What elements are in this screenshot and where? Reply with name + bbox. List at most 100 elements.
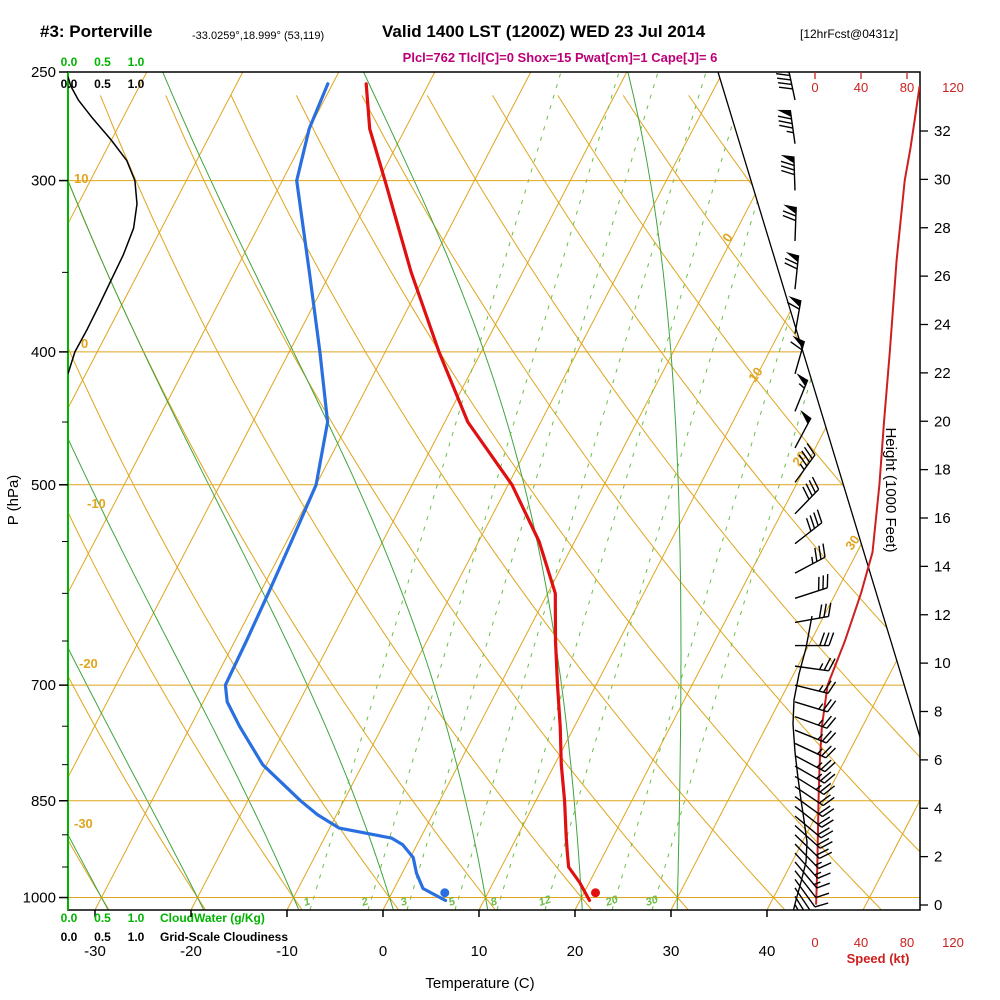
- wind-barb: [794, 834, 833, 860]
- dry-adiabat-80: [492, 95, 920, 910]
- dry-adiabat-140: [884, 95, 920, 910]
- wind-barb: [794, 680, 837, 695]
- surface-temperature-dot: [590, 888, 600, 898]
- wind-barb: [794, 795, 835, 818]
- wind-barb: [780, 154, 796, 191]
- cloudiness-curve: [68, 76, 138, 375]
- temperature-curve: [364, 82, 592, 903]
- pressure-tick-label-1000: 1000: [23, 890, 56, 907]
- isotherm--40: [68, 72, 436, 910]
- dry-adiabat-90: [557, 95, 920, 910]
- height-tick-label-28: 28: [934, 220, 951, 237]
- wind-barbs: [776, 72, 837, 910]
- cloudwater-scale-bottom-1.0: 1.0: [128, 911, 145, 925]
- mixing-ratio-label-20: 20: [603, 893, 620, 909]
- cloudwater-scale-bottom-0.5: 0.5: [94, 911, 111, 925]
- pressure-tick-label-300: 300: [31, 173, 56, 190]
- dry-adiabat-0: [68, 95, 399, 910]
- mixing-ratio-label-2: 2: [359, 896, 369, 910]
- pressure-tick-label-250: 250: [31, 64, 56, 81]
- pressure-axis-title: P (hPa): [5, 475, 22, 526]
- height-tick-label-16: 16: [934, 510, 951, 527]
- wind-barb: [794, 602, 832, 624]
- temperature-tick-label-0: 0: [379, 943, 387, 960]
- wind-barb: [794, 443, 816, 483]
- wind-barb: [794, 410, 812, 449]
- isotherm-40: [766, 72, 920, 910]
- speed-tick-label-bottom-80: 80: [900, 935, 914, 950]
- cloudwater-label: CloudWater (g/Kg): [160, 911, 265, 925]
- pressure-tick-label-700: 700: [31, 677, 56, 694]
- station-coords: -33.0259°,18.999° (53,119): [192, 30, 325, 42]
- temperature-tick-label-40: 40: [759, 943, 776, 960]
- moist-adiabat-30: [627, 72, 682, 910]
- wind-barb: [794, 887, 811, 910]
- wind-barb: [794, 815, 834, 839]
- mixing-ratio-label-1: 1: [302, 896, 312, 909]
- surface-dewpoint-dot: [440, 888, 450, 898]
- height-tick-label-14: 14: [934, 558, 951, 575]
- wind-barb: [794, 843, 832, 870]
- mixing-ratio-line-2: [367, 72, 620, 910]
- header: #3: Porterville -33.0259°,18.999° (53,11…: [0, 0, 1000, 46]
- height-tick-label-10: 10: [934, 655, 951, 672]
- plot-frame: [67, 71, 921, 911]
- height-tick-label-22: 22: [934, 365, 951, 382]
- isotherm-0: [382, 72, 820, 910]
- cloudiness-scale-top-0.0: 0.0: [61, 77, 78, 91]
- temperature-tick-label--30: -30: [84, 943, 106, 960]
- cloudiness-label: Grid-Scale Cloudiness: [160, 930, 288, 944]
- wind-barb: [794, 729, 837, 744]
- wind-barb: [794, 657, 836, 672]
- temperature-tick-label-20: 20: [567, 943, 584, 960]
- station-title: #3: Porterville: [40, 22, 153, 41]
- mixing-ratio-label-30: 30: [644, 893, 660, 908]
- temperature-tick-label-30: 30: [663, 943, 680, 960]
- isotherm--60: [68, 72, 244, 910]
- height-tick-label-12: 12: [934, 607, 951, 624]
- cloudwater-scale-bottom-0.0: 0.0: [61, 911, 78, 925]
- moist-adiabat--10: [68, 72, 300, 910]
- mixing-ratio-line-8: [496, 72, 749, 910]
- cloudiness-scale-top-1.0: 1.0: [128, 77, 145, 91]
- wind-barb: [776, 72, 796, 101]
- height-tick-label-4: 4: [934, 800, 942, 817]
- wind-barb: [777, 109, 796, 144]
- isotherm--20: [190, 72, 628, 910]
- cloudiness-scale-top-0.5: 0.5: [94, 77, 111, 91]
- speed-axis-title: Speed (kt): [847, 951, 910, 966]
- dry-adiabat--20: [68, 95, 206, 910]
- mixing-ratio-line-20: [611, 72, 864, 910]
- mixing-ratio-line-1: [309, 72, 562, 910]
- wind-barb: [794, 476, 820, 515]
- dewpoint-curve: [223, 82, 448, 903]
- mixing-ratio-label-5: 5: [447, 895, 457, 909]
- cloudiness-scale-bottom-0.5: 0.5: [94, 930, 111, 944]
- speed-tick-label-top-40: 40: [854, 80, 868, 95]
- wind-barb: [794, 824, 833, 849]
- speed-tick-label-top-120: 120: [942, 80, 964, 95]
- isotherm--10: [286, 72, 724, 910]
- wind-barb: [794, 785, 835, 807]
- wind-barb: [794, 861, 831, 889]
- cloudwater-scale-top-1.0: 1.0: [128, 55, 145, 69]
- isotherm--70: [68, 72, 148, 910]
- wind-barb: [794, 715, 837, 729]
- stability-params: Plcl=762 Tlcl[C]=0 Shox=15 Pwat[cm]=1 Ca…: [402, 50, 718, 65]
- speed-tick-label-bottom-0: 0: [811, 935, 818, 950]
- temperature-tick-label-10: 10: [471, 943, 488, 960]
- wind-barb: [782, 204, 797, 241]
- cloudiness-scale-bottom-1.0: 1.0: [128, 930, 145, 944]
- wind-barb: [794, 373, 809, 412]
- dry-adiabat-130: [818, 95, 920, 910]
- wind-barb: [794, 852, 831, 879]
- forecast-tag: [12hrFcst@0431z]: [800, 27, 899, 41]
- mixing-ratio-line-12: [544, 72, 797, 910]
- dry-adiabat-label--10: -10: [87, 496, 106, 511]
- dry-adiabat-label--30: -30: [74, 816, 93, 831]
- dry-adiabat-100: [622, 95, 920, 910]
- wind-barb: [794, 573, 829, 599]
- dry-adiabat-label-10: 10: [74, 171, 88, 186]
